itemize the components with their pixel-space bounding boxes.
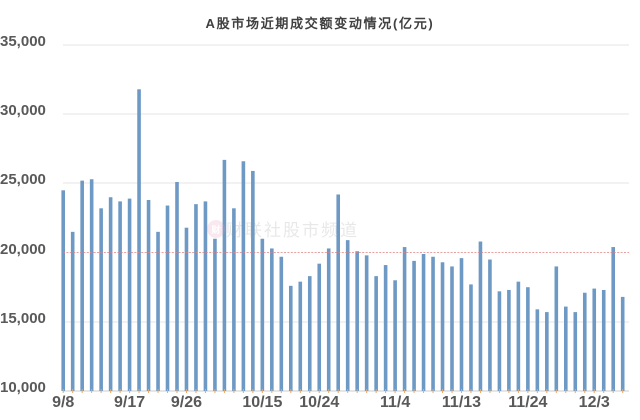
svg-text:10/15: 10/15: [242, 394, 282, 411]
svg-text:11/24: 11/24: [508, 394, 547, 411]
svg-text:9/8: 9/8: [52, 394, 74, 411]
svg-text:9/26: 9/26: [171, 394, 202, 411]
svg-text:12/3: 12/3: [579, 394, 610, 411]
svg-text:10/24: 10/24: [299, 394, 339, 411]
svg-text:财: 财: [210, 224, 220, 235]
svg-text:11/4: 11/4: [380, 394, 410, 411]
svg-text:11/13: 11/13: [442, 394, 481, 411]
svg-text:9/17: 9/17: [114, 394, 145, 411]
